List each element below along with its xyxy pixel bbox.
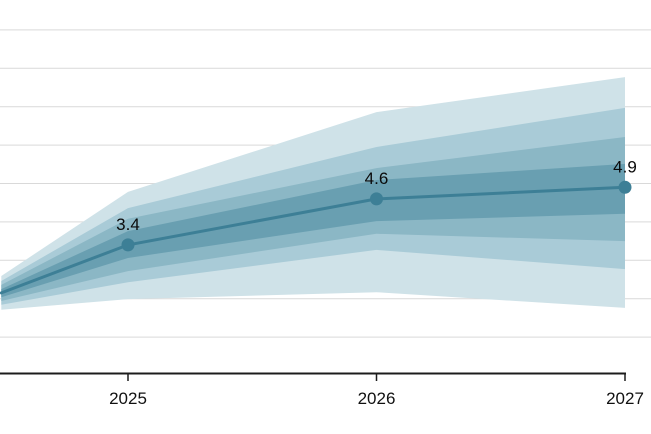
data-point-2027	[618, 180, 632, 194]
uncertainty-band-inner	[1, 163, 626, 298]
data-label-2026: 4.6	[365, 169, 389, 188]
data-label-2027: 4.9	[613, 157, 637, 176]
data-point-2026	[370, 192, 383, 206]
data-label-2025: 3.4	[116, 215, 140, 234]
x-tick-label-2025: 2025	[109, 389, 147, 408]
central-projection-line	[0, 185, 627, 295]
x-tick-label-2026: 2026	[358, 389, 396, 408]
x-tick-label-2027: 2027	[606, 389, 644, 408]
data-point-2025	[121, 238, 135, 252]
